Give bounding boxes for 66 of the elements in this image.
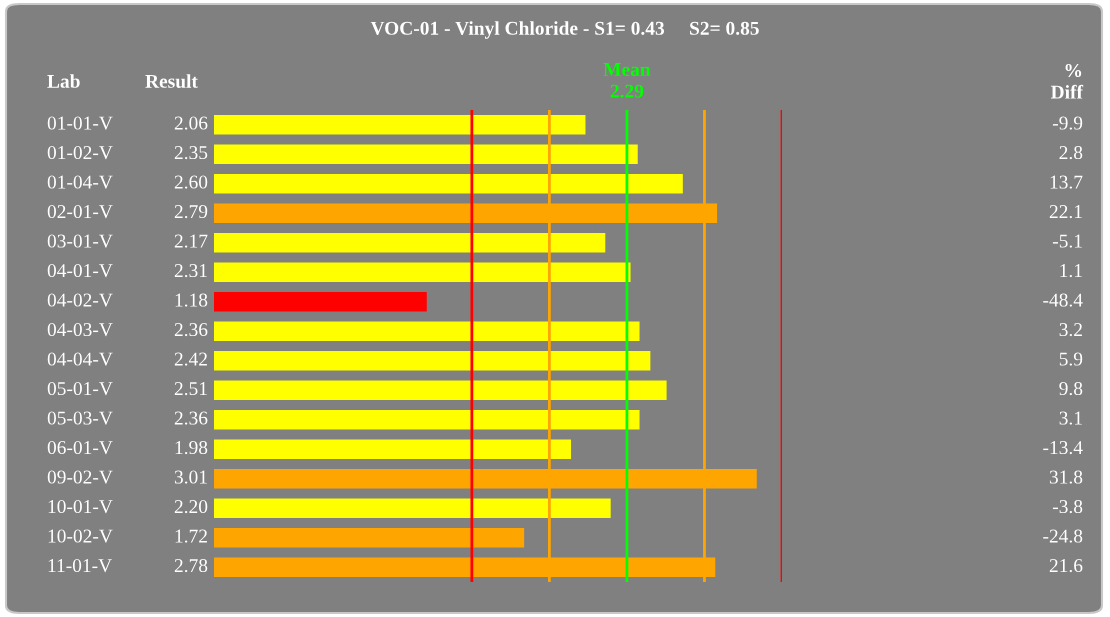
y-tick-label: 09-02-V <box>47 470 113 484</box>
bar <box>214 351 651 371</box>
text: -3.8 <box>1052 500 1083 514</box>
y-tick-label: 01-02-V <box>47 146 113 160</box>
data-label: 2.20 <box>174 500 208 514</box>
bar <box>214 498 611 518</box>
y-tick-label: 05-01-V <box>47 382 113 396</box>
data-label: 2.51 <box>174 382 207 396</box>
y-tick-label: 04-03-V <box>47 323 113 337</box>
text: -9.9 <box>1052 116 1083 130</box>
data-label: 3.01 <box>174 470 207 484</box>
text: 5.9 <box>1059 352 1083 366</box>
y-tick-label: 11-01-V <box>48 559 112 573</box>
data-label: 2.78 <box>174 559 208 573</box>
data-label: 2.17 <box>174 234 208 248</box>
data-label: 2.42 <box>174 352 207 366</box>
bar <box>214 233 606 253</box>
y-tick-label: 04-01-V <box>47 264 113 278</box>
bar <box>214 380 667 400</box>
text: 22.1 <box>1049 205 1082 219</box>
y-tick-label: 01-01-V <box>47 116 113 130</box>
text: -24.8 <box>1043 529 1083 543</box>
chart-title: VOC-01 - Vinyl Chloride - S1= 0.43 S2= 0.85 <box>370 21 759 39</box>
y-tick-label: 04-04-V <box>47 352 113 366</box>
data-label: 2.36 <box>174 411 208 425</box>
bar <box>214 528 525 548</box>
data-label: 2.36 <box>174 323 208 337</box>
text: 3.1 <box>1059 411 1082 425</box>
ref-line-label: Mean 2.29 <box>603 63 651 98</box>
bar <box>214 410 640 430</box>
text: 2.8 <box>1059 146 1083 160</box>
text: -48.4 <box>1043 293 1083 307</box>
data-label: 1.72 <box>175 529 207 543</box>
bar <box>214 439 572 459</box>
bar <box>214 321 640 341</box>
y-tick-label: 10-01-V <box>48 500 113 514</box>
y-tick-label: 10-02-V <box>48 529 113 543</box>
data-label: 2.06 <box>174 116 208 130</box>
y-tick-label: 05-03-V <box>47 411 113 425</box>
data-label: 1.98 <box>175 441 208 455</box>
text: 1.1 <box>1060 264 1082 278</box>
text: Result <box>145 74 198 88</box>
text: 31.8 <box>1049 470 1083 484</box>
y-tick-label: 03-01-V <box>47 234 113 248</box>
y-tick-label: 04-02-V <box>47 293 113 307</box>
y-tick-label: 02-01-V <box>47 205 113 219</box>
data-label: 2.79 <box>174 205 208 219</box>
y-tick-label: 01-04-V <box>47 175 113 189</box>
y-tick-label: 06-01-V <box>47 441 113 455</box>
text: Lab <box>47 74 80 88</box>
text: -5.1 <box>1052 234 1082 248</box>
data-label: 2.31 <box>174 264 207 278</box>
text: % Diff <box>1050 63 1084 99</box>
data-label: 2.60 <box>174 175 208 189</box>
text: 21.6 <box>1049 559 1083 573</box>
bar <box>214 292 427 312</box>
text: 13.7 <box>1050 175 1083 189</box>
text: -13.4 <box>1043 441 1083 455</box>
data-label: 1.18 <box>175 293 208 307</box>
bar <box>214 262 631 282</box>
bar <box>214 144 638 164</box>
text: 3.2 <box>1059 323 1082 337</box>
data-label: 2.35 <box>174 146 208 160</box>
bar <box>214 174 683 194</box>
text: 9.8 <box>1059 382 1083 396</box>
bar <box>214 115 586 135</box>
